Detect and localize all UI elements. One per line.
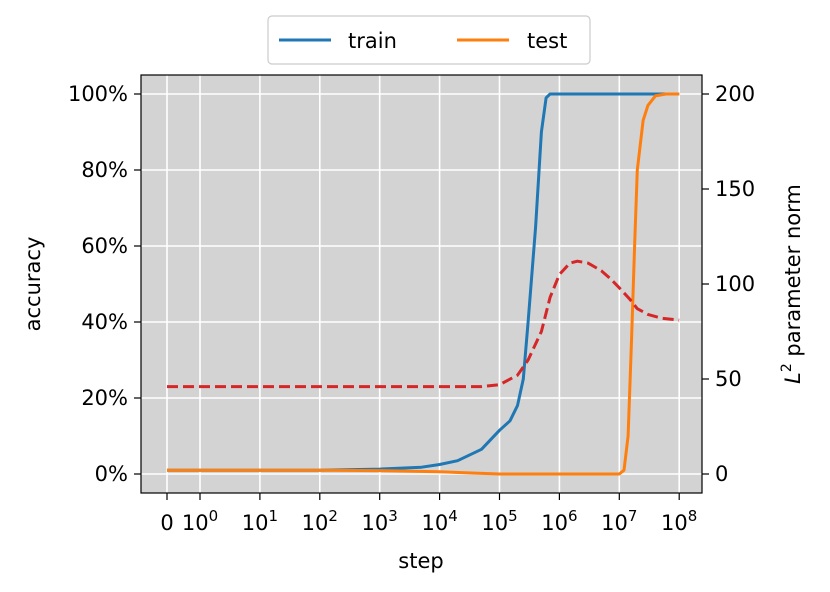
y-tick-label: 100% <box>68 82 128 106</box>
x-tick-label: 105 <box>481 507 517 535</box>
x-tick-label-base: 10 <box>481 511 508 535</box>
y2-axis-title-base: L <box>781 372 805 384</box>
x-tick-label-exponent: 6 <box>568 507 578 525</box>
legend-test-label: test <box>527 29 567 53</box>
legend-box <box>267 15 591 65</box>
y2-axis-title: L2 parameter norm <box>779 184 805 384</box>
x-tick-label-exponent: 4 <box>448 507 458 525</box>
y2-axis-title-superscript: 2 <box>779 363 795 372</box>
x-axis-title: step <box>398 549 443 573</box>
x-tick-label-base: 0 <box>160 511 173 535</box>
x-tick-label: 108 <box>661 507 697 535</box>
legend: train test <box>267 15 591 65</box>
x-tick-label-exponent: 7 <box>628 507 638 525</box>
y2-tick-label: 100 <box>715 272 755 296</box>
y-tick-label: 40% <box>81 310 128 334</box>
x-tick-label-base: 10 <box>421 511 448 535</box>
plot-area <box>141 75 702 493</box>
x-tick-label-base: 10 <box>541 511 568 535</box>
x-tick-label-base: 10 <box>661 511 688 535</box>
x-tick-label-exponent: 0 <box>209 507 219 525</box>
y-axis-title: accuracy <box>21 237 45 332</box>
x-tick-label: 103 <box>362 507 398 535</box>
x-tick-label: 107 <box>601 507 637 535</box>
y2-tick-label: 200 <box>715 82 755 106</box>
x-tick-label: 101 <box>242 507 278 535</box>
x-tick-label-base: 10 <box>362 511 389 535</box>
y-tick-label: 0% <box>95 462 128 486</box>
y-tick-label: 80% <box>81 158 128 182</box>
y-axis-left: 0% 20% 40% 60% 80% 100% <box>68 82 141 486</box>
y2-axis-title-rest: parameter norm <box>781 184 805 363</box>
x-tick-label-base: 10 <box>302 511 329 535</box>
legend-train-label: train <box>348 29 397 53</box>
x-tick-label: 106 <box>541 507 577 535</box>
y2-tick-label: 50 <box>715 367 742 391</box>
x-tick-label: 0 <box>160 511 173 535</box>
y-tick-label: 60% <box>81 234 128 258</box>
series-parameter-norm-line <box>167 259 680 389</box>
x-tick-label-exponent: 2 <box>328 507 338 525</box>
x-tick-label-exponent: 8 <box>688 507 698 525</box>
x-tick-label-exponent: 3 <box>388 507 398 525</box>
y-tick-label: 20% <box>81 386 128 410</box>
x-tick-label: 104 <box>421 507 457 535</box>
x-tick-label-exponent: 1 <box>268 507 278 525</box>
x-tick-label: 100 <box>182 507 218 535</box>
x-axis: 0 100 101 102 103 104 105 106 107 108 <box>160 493 697 535</box>
x-tick-label-exponent: 5 <box>508 507 518 525</box>
grid <box>141 75 702 493</box>
series-test-line <box>167 92 680 476</box>
x-tick-label-base: 10 <box>242 511 269 535</box>
x-tick-label-base: 10 <box>601 511 628 535</box>
y-axis-right: 0 50 100 150 200 <box>702 82 755 486</box>
y2-tick-label: 0 <box>715 462 728 486</box>
x-tick-label: 102 <box>302 507 338 535</box>
series-layer <box>167 92 680 476</box>
x-tick-label-base: 10 <box>182 511 209 535</box>
y2-tick-label: 150 <box>715 177 755 201</box>
